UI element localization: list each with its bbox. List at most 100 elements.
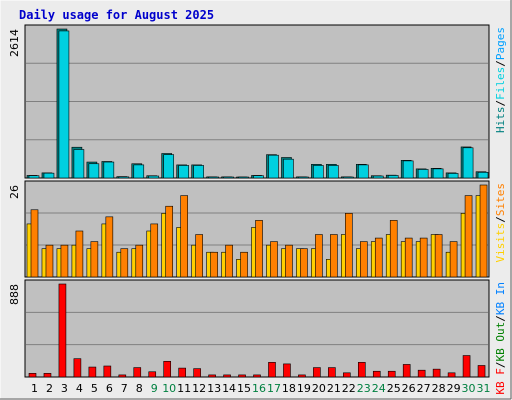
files-bar — [163, 154, 175, 179]
day-label: 24 — [372, 382, 386, 395]
chart-title: Daily usage for August 2025 — [19, 8, 214, 22]
files-bar — [73, 149, 85, 179]
sites-bar — [419, 237, 428, 278]
files-bar — [118, 176, 130, 179]
legend-entry: KB Out — [494, 322, 507, 362]
files-bar — [178, 165, 189, 179]
legend-entry: / — [494, 362, 507, 369]
kb-f-bar — [387, 370, 396, 378]
day-label: 28 — [432, 382, 446, 395]
files-bar — [193, 165, 204, 179]
y-max-label: 888 — [8, 284, 21, 305]
legend-visits-sites: Visits/Sites — [494, 183, 507, 263]
files-bar — [313, 165, 324, 179]
files-bar — [387, 175, 399, 179]
kb-f-bar — [313, 367, 321, 378]
day-label: 2 — [46, 382, 53, 395]
legend-text: Visits/Sites — [494, 183, 507, 263]
kb-f-bar — [372, 370, 381, 378]
sites-bar — [345, 213, 353, 278]
files-bar — [28, 175, 40, 179]
files-bar — [477, 171, 489, 179]
kb-f-bar — [298, 374, 306, 378]
sites-bar — [195, 234, 203, 278]
sites-bar — [404, 237, 413, 278]
files-bar — [253, 175, 264, 179]
chart-panels: 2614Hits/Files/Pages26Visits/Sites888KB … — [8, 24, 507, 395]
day-label: 19 — [297, 382, 311, 395]
sites-bar — [150, 223, 159, 278]
day-label: 20 — [312, 382, 326, 395]
sites-bar — [449, 241, 458, 278]
legend-text: KB F/KB Out/KB In — [494, 282, 507, 395]
day-label: 12 — [192, 382, 206, 395]
plot-area — [24, 279, 490, 378]
files-bar — [462, 147, 474, 179]
kb-f-bar — [402, 364, 411, 378]
day-label: 23 — [357, 382, 371, 395]
files-bar — [133, 164, 145, 179]
legend-entry: / — [494, 100, 507, 107]
files-bar — [328, 165, 339, 179]
kb-f-bar — [73, 358, 82, 378]
kb-f-bar — [193, 368, 201, 378]
kb-f-bar — [343, 372, 351, 378]
day-label: 6 — [106, 382, 113, 395]
legend-entry: KB In — [494, 282, 507, 315]
sites-bar — [180, 195, 188, 278]
files-bar — [103, 161, 115, 179]
kb-f-bar — [447, 372, 456, 378]
day-label: 18 — [282, 382, 296, 395]
sites-bar — [75, 230, 84, 278]
day-label: 27 — [417, 382, 431, 395]
kb-f-bar — [103, 365, 112, 378]
legend-entry: / — [494, 60, 507, 67]
kb-f-bar — [58, 283, 67, 378]
kb-f-bar — [238, 374, 246, 378]
files-bar — [357, 164, 369, 179]
sites-bar — [285, 244, 293, 278]
day-label: 8 — [136, 382, 143, 395]
legend-text: Hits/Files/Pages — [494, 27, 507, 133]
day-label: 10 — [162, 382, 176, 395]
sites-bar — [225, 244, 233, 278]
sites-bar — [30, 209, 39, 278]
kb-f-bar — [357, 362, 366, 378]
files-bar — [268, 154, 279, 179]
sites-bar — [479, 184, 488, 278]
files-bar — [298, 176, 309, 179]
sites-bar — [464, 195, 473, 278]
day-label: 25 — [387, 382, 401, 395]
day-label: 7 — [121, 382, 128, 395]
sites-bar — [434, 234, 443, 278]
day-label: 9 — [151, 382, 158, 395]
legend-entry: / — [494, 216, 507, 223]
sites-bar — [105, 216, 114, 278]
legend-entry: Hits — [494, 107, 507, 134]
kb-f-bar — [417, 369, 426, 378]
day-label: 13 — [207, 382, 221, 395]
day-label: 3 — [61, 382, 68, 395]
day-label: 26 — [402, 382, 416, 395]
day-labels: 1 2 3 4 5 6 7 8 9 10 11 12 13 14 15 16 17 18 19 20 21 22 23 24 2… — [31, 382, 491, 395]
sites-bar — [45, 244, 54, 278]
files-bar — [447, 173, 459, 179]
sites-bar — [315, 234, 323, 278]
sites-bar — [255, 220, 263, 278]
legend-entry: KB F — [494, 368, 507, 395]
kb-f-bar — [223, 374, 231, 378]
day-label: 11 — [177, 382, 191, 395]
kb-f-bar — [148, 371, 157, 378]
kb-f-bar — [253, 374, 261, 378]
files-bar — [283, 158, 294, 179]
y-max-label: 2614 — [8, 29, 21, 57]
files-bar — [223, 176, 234, 179]
day-label: 30 — [462, 382, 476, 395]
kb-f-bar — [432, 368, 441, 378]
files-bar — [372, 175, 384, 179]
legend-entry: Sites — [494, 183, 507, 216]
kb-f-bar — [268, 362, 276, 378]
kb-f-bar — [118, 374, 127, 378]
